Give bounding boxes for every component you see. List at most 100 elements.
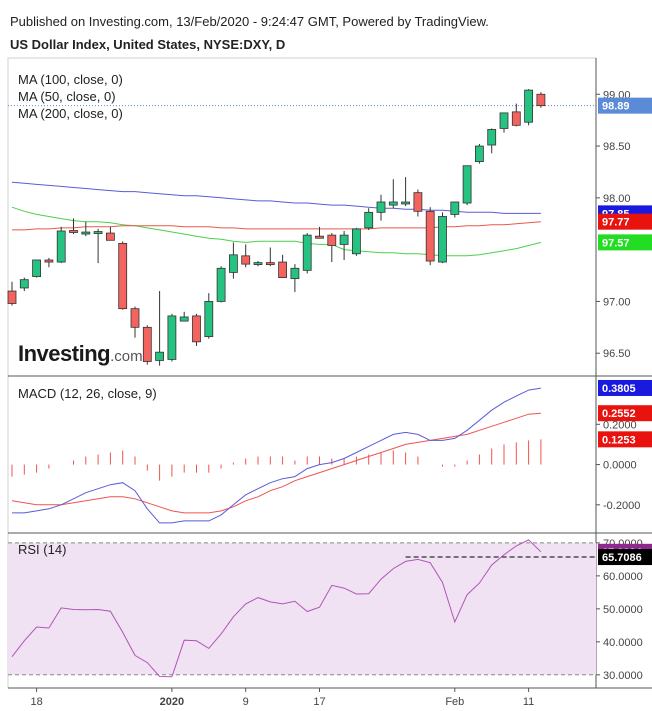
candle bbox=[130, 306, 140, 338]
price-tag-bg bbox=[598, 213, 652, 230]
price-tag: 97.77 bbox=[602, 217, 630, 229]
candle bbox=[499, 112, 509, 133]
symbol-title: US Dollar Index, United States, NYSE:DXY… bbox=[10, 37, 286, 52]
candle-body bbox=[7, 290, 17, 304]
price-tag: 97.57 bbox=[602, 237, 630, 249]
candle-body bbox=[69, 230, 78, 233]
x-axis: 18 2020 9 17 Feb 11 bbox=[30, 688, 534, 708]
logo-wordmark: Investing bbox=[18, 341, 111, 366]
x-tick-label: Feb bbox=[445, 696, 464, 708]
candle-body bbox=[315, 235, 324, 239]
candle-body bbox=[290, 267, 300, 280]
macd-tag: 0.1253 bbox=[602, 434, 636, 446]
legends: MA (100, close, 0) MA (50, close, 0) MA (2… bbox=[18, 72, 157, 557]
price-tick-label: 98.50 bbox=[603, 141, 631, 153]
published-line: Published on Investing.com, 13/Feb/2020 … bbox=[10, 14, 489, 29]
candle-body bbox=[155, 351, 165, 361]
candle bbox=[401, 177, 411, 207]
candle-body bbox=[364, 211, 374, 229]
rsi-tag-bg bbox=[598, 549, 652, 566]
candle bbox=[216, 266, 226, 303]
candle-body bbox=[524, 89, 533, 123]
candle-body bbox=[536, 93, 546, 107]
candle-body bbox=[339, 234, 349, 245]
candle bbox=[32, 259, 41, 278]
logo-domain: .com bbox=[110, 348, 143, 365]
rsi-tick-label: 50.0000 bbox=[603, 604, 643, 616]
ma50-line bbox=[11, 206, 542, 257]
macd-line bbox=[12, 387, 541, 524]
macd-tick-label: -0.2000 bbox=[603, 500, 640, 512]
candle bbox=[81, 221, 91, 237]
macd-tag: 0.2552 bbox=[602, 408, 636, 420]
candle-body bbox=[204, 301, 214, 338]
price-tags: 98.8997.8597.7797.570.38050.25520.125367… bbox=[598, 97, 652, 566]
candle-body bbox=[106, 232, 115, 241]
macd-tick-label: 0.0000 bbox=[603, 460, 637, 472]
candle-body bbox=[388, 201, 398, 206]
candle bbox=[536, 92, 546, 108]
candle-body bbox=[327, 234, 337, 246]
candle-body bbox=[450, 201, 460, 215]
candle-body bbox=[142, 326, 152, 362]
x-tick-label: 9 bbox=[243, 696, 249, 708]
candle bbox=[487, 128, 497, 154]
macd-legend: MACD (12, 26, close, 9) bbox=[18, 386, 157, 401]
rsi-line bbox=[11, 539, 542, 678]
candle bbox=[167, 313, 177, 362]
candle-body bbox=[93, 231, 103, 234]
candle-body bbox=[278, 261, 288, 278]
price-tick-label: 96.50 bbox=[603, 348, 631, 360]
price-tag-bg bbox=[598, 234, 652, 251]
candle-body bbox=[32, 259, 41, 277]
candle-body bbox=[167, 315, 177, 360]
ma200-line bbox=[12, 221, 541, 231]
candle bbox=[438, 212, 447, 264]
candle-body bbox=[216, 267, 226, 302]
candle bbox=[253, 261, 263, 267]
candle-body bbox=[179, 316, 189, 322]
rsi-legend: RSI (14) bbox=[18, 542, 66, 557]
candle bbox=[315, 226, 324, 239]
candle-body bbox=[499, 112, 509, 129]
candle-body bbox=[44, 259, 54, 263]
candle bbox=[462, 165, 472, 206]
x-tick-label: 2020 bbox=[160, 696, 184, 708]
candle-body bbox=[253, 262, 263, 266]
candle bbox=[93, 228, 103, 264]
candle bbox=[351, 227, 361, 256]
candle-body bbox=[462, 165, 472, 204]
macd-tag-bg bbox=[598, 431, 652, 448]
price-tag-bg bbox=[598, 97, 652, 114]
candle bbox=[474, 143, 484, 164]
rsi-tick-label: 60.0000 bbox=[603, 571, 643, 583]
candle bbox=[44, 257, 54, 268]
price-tag: 98.89 bbox=[602, 101, 630, 113]
rsi-tick-label: 30.0000 bbox=[603, 670, 643, 682]
ma-legend-entry: MA (50, close, 0) bbox=[18, 89, 116, 104]
candle bbox=[425, 207, 435, 266]
candle bbox=[339, 230, 349, 260]
candle bbox=[450, 201, 460, 218]
x-tick-label: 11 bbox=[523, 696, 534, 708]
candle bbox=[376, 194, 386, 221]
candle bbox=[142, 325, 152, 365]
x-tick-label: 17 bbox=[313, 696, 325, 708]
rsi-band bbox=[8, 542, 596, 675]
candle-body bbox=[351, 228, 361, 255]
rsi-tag: 65.7086 bbox=[602, 552, 642, 564]
candle bbox=[278, 254, 288, 278]
candle bbox=[19, 277, 29, 292]
candle-body bbox=[19, 279, 29, 289]
candle bbox=[524, 89, 533, 126]
candlesticks[interactable] bbox=[7, 89, 546, 366]
candle bbox=[204, 293, 214, 339]
macd-pane bbox=[11, 387, 542, 524]
candle-body bbox=[241, 255, 251, 265]
candle-body bbox=[438, 216, 447, 263]
candle bbox=[265, 247, 275, 267]
candle bbox=[118, 241, 128, 310]
macd-tag-bg bbox=[598, 405, 652, 422]
x-tick-label: 18 bbox=[30, 696, 42, 708]
